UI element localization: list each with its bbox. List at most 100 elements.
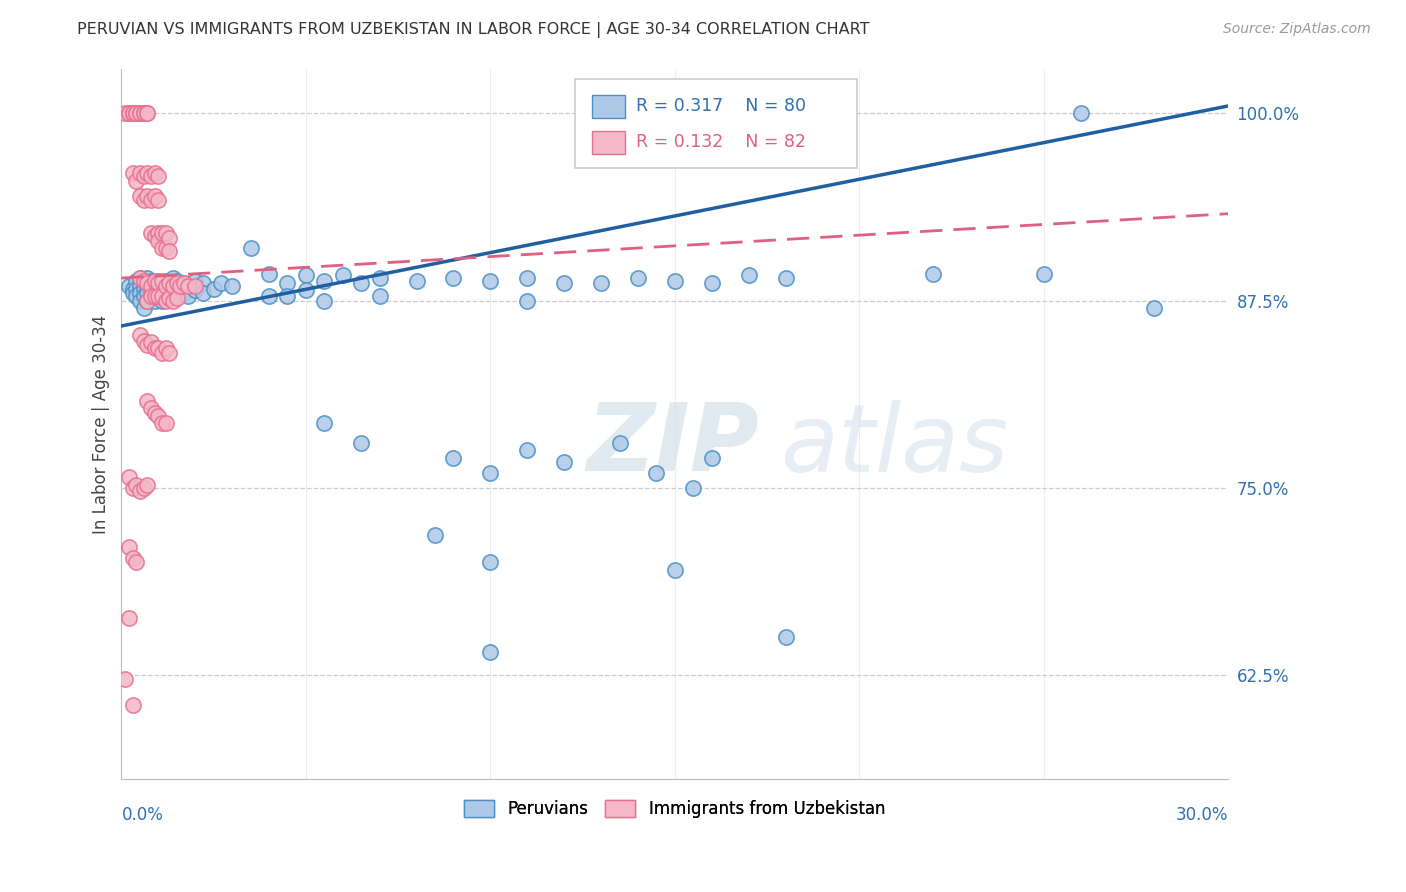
Point [350, 276, 373, 290]
Point [257, 289, 280, 303]
Point [516, 271, 538, 285]
Point [148, 274, 170, 288]
Point [166, 274, 188, 288]
Point [314, 293, 336, 308]
Point [150, 293, 173, 308]
Point [150, 286, 173, 301]
Point [202, 281, 225, 295]
Point [132, 481, 155, 495]
Point [627, 271, 650, 285]
Point [132, 334, 155, 348]
Point [132, 274, 155, 288]
Point [150, 416, 173, 430]
Point [136, 293, 159, 308]
Text: ZIP: ZIP [586, 400, 759, 491]
Point [184, 283, 207, 297]
Point [1143, 301, 1166, 315]
FancyBboxPatch shape [592, 131, 626, 154]
Point [645, 466, 668, 480]
Point [118, 106, 141, 120]
Point [150, 241, 173, 255]
Point [125, 274, 148, 288]
Point [143, 406, 166, 420]
Point [128, 327, 150, 342]
Point [173, 276, 195, 290]
Point [128, 271, 150, 285]
Point [553, 455, 575, 469]
Point [114, 672, 136, 686]
Point [177, 289, 200, 303]
Point [132, 106, 155, 120]
Point [139, 278, 162, 293]
Point [148, 281, 170, 295]
Point [157, 244, 180, 259]
Point [132, 193, 155, 207]
Point [479, 466, 502, 480]
Point [139, 281, 162, 295]
Text: R = 0.132    N = 82: R = 0.132 N = 82 [636, 133, 806, 151]
Point [136, 338, 159, 352]
Point [155, 274, 177, 288]
Point [155, 281, 177, 295]
Point [922, 267, 945, 281]
Point [132, 106, 155, 120]
Point [128, 271, 150, 285]
Point [184, 278, 207, 293]
Point [148, 169, 170, 184]
Text: 0.0%: 0.0% [121, 806, 163, 824]
Point [756, 106, 779, 120]
Point [368, 271, 391, 285]
Point [125, 106, 148, 120]
Point [177, 278, 200, 293]
Point [128, 278, 150, 293]
Point [609, 435, 631, 450]
Point [150, 226, 173, 240]
Point [139, 274, 162, 288]
Point [295, 283, 318, 297]
Point [155, 293, 177, 308]
Point [209, 276, 232, 290]
Text: R = 0.317    N = 80: R = 0.317 N = 80 [636, 96, 806, 115]
Point [128, 483, 150, 498]
Point [332, 268, 354, 282]
Point [155, 226, 177, 240]
Point [118, 106, 141, 120]
Point [143, 188, 166, 202]
Point [155, 416, 177, 430]
Point [136, 278, 159, 293]
Point [350, 435, 373, 450]
Point [148, 289, 170, 303]
Point [143, 289, 166, 303]
Point [221, 278, 243, 293]
Point [148, 342, 170, 356]
Point [143, 293, 166, 308]
Point [136, 477, 159, 491]
Text: 30.0%: 30.0% [1175, 806, 1229, 824]
Y-axis label: In Labor Force | Age 30-34: In Labor Force | Age 30-34 [93, 314, 110, 533]
Point [128, 188, 150, 202]
Point [148, 234, 170, 248]
Point [166, 291, 188, 305]
Point [150, 289, 173, 303]
Point [136, 106, 159, 120]
Point [157, 291, 180, 305]
Point [118, 278, 141, 293]
Point [139, 289, 162, 303]
Point [136, 393, 159, 408]
Point [775, 271, 797, 285]
Point [148, 289, 170, 303]
Point [157, 346, 180, 360]
Point [314, 274, 336, 288]
Point [191, 286, 214, 301]
Point [143, 166, 166, 180]
Point [157, 286, 180, 301]
FancyBboxPatch shape [592, 95, 626, 119]
Point [157, 276, 180, 290]
Point [121, 286, 143, 301]
Point [125, 174, 148, 188]
Point [591, 276, 613, 290]
Point [132, 281, 155, 295]
Point [150, 346, 173, 360]
Point [148, 276, 170, 290]
Point [136, 286, 159, 301]
